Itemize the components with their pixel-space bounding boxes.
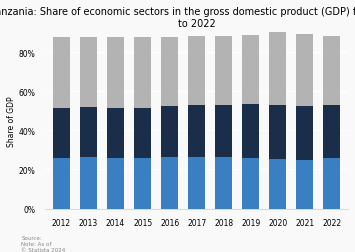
Y-axis label: Share of GDP: Share of GDP — [7, 96, 16, 146]
Title: Tanzania: Share of economic sectors in the gross domestic product (GDP) from 201: Tanzania: Share of economic sectors in t… — [0, 7, 355, 28]
Text: Source:
Note: As of
© Statista 2024: Source: Note: As of © Statista 2024 — [21, 235, 66, 252]
Bar — [80, 38, 97, 108]
Bar — [134, 109, 151, 159]
Bar — [296, 106, 313, 160]
Bar — [80, 158, 97, 209]
Bar — [134, 38, 151, 109]
Bar — [107, 38, 124, 109]
Bar — [188, 157, 205, 209]
Bar — [161, 38, 178, 107]
Bar — [323, 106, 340, 159]
Bar — [53, 108, 70, 158]
Bar — [296, 160, 313, 209]
Bar — [188, 106, 205, 157]
Bar — [53, 38, 70, 108]
Bar — [242, 36, 259, 105]
Bar — [134, 159, 151, 209]
Bar — [296, 35, 313, 106]
Bar — [161, 107, 178, 158]
Bar — [107, 159, 124, 209]
Bar — [53, 158, 70, 209]
Bar — [215, 158, 232, 209]
Bar — [323, 159, 340, 209]
Bar — [215, 37, 232, 105]
Bar — [323, 37, 340, 106]
Bar — [161, 158, 178, 209]
Bar — [269, 159, 286, 209]
Bar — [269, 33, 286, 106]
Bar — [107, 109, 124, 159]
Bar — [188, 37, 205, 106]
Bar — [242, 158, 259, 209]
Bar — [269, 106, 286, 159]
Bar — [215, 105, 232, 158]
Bar — [242, 105, 259, 158]
Bar — [80, 108, 97, 158]
